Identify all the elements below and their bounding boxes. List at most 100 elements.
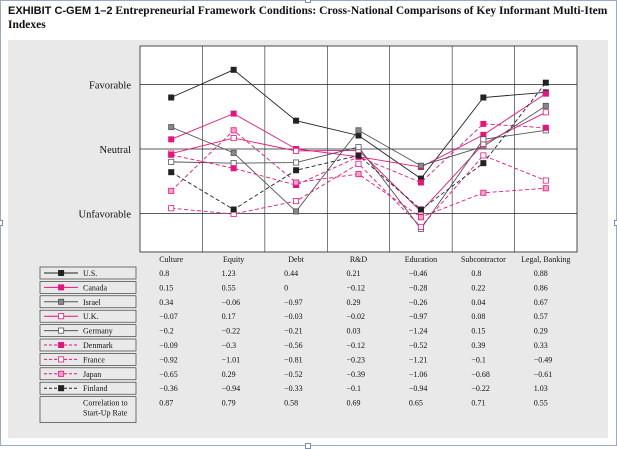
table-cell: 0.34	[159, 298, 173, 307]
table-cell: 0	[284, 283, 288, 292]
data-point	[293, 198, 300, 205]
table-cell: −0.52	[409, 341, 428, 350]
table-cell: −0.06	[222, 298, 241, 307]
correlation-label: Start-Up Rate	[83, 409, 128, 418]
legend-label: U.S.	[83, 269, 97, 278]
legend-label: Israel	[83, 298, 102, 307]
resize-handle-top[interactable]	[305, 0, 311, 3]
legend-box	[39, 266, 137, 280]
table-cell: −1.01	[222, 355, 241, 364]
legend-label: U.K.	[83, 312, 99, 321]
y-level-label: Neutral	[100, 145, 132, 156]
legend-box	[39, 353, 137, 366]
table-cell: −0.36	[159, 384, 178, 393]
table-cell: 0.8	[159, 269, 169, 278]
table-cell: 0.15	[159, 283, 173, 292]
legend-marker	[58, 327, 65, 334]
exhibit-title: EXHIBIT C-GEM 1–2 Entrepreneurial Framew…	[8, 4, 608, 32]
legend-box	[39, 396, 137, 423]
x-tick-label: Debt	[288, 255, 304, 264]
legend-label: Canada	[83, 283, 107, 292]
data-point	[293, 167, 300, 174]
legend-box	[39, 381, 137, 395]
table-cell: −0.02	[347, 312, 366, 321]
table-cell: −0.68	[471, 370, 490, 379]
table-cell: 0.8	[471, 269, 481, 278]
table-cell: −0.07	[159, 312, 178, 321]
data-point	[355, 171, 362, 178]
table-cell: −0.2	[159, 327, 174, 336]
data-point	[168, 94, 175, 101]
table-cell: −0.03	[284, 312, 303, 321]
correlation-cell: 0.87	[159, 399, 173, 408]
table-cell: −0.33	[284, 384, 303, 393]
table-cell: −1.24	[409, 327, 428, 336]
legend-marker	[58, 284, 65, 291]
data-point	[168, 158, 175, 165]
legend-marker	[58, 341, 65, 348]
resize-handle-right[interactable]	[614, 220, 617, 226]
data-point	[480, 94, 487, 101]
legend-label: Denmark	[83, 341, 113, 350]
data-point	[168, 205, 175, 212]
correlation-cell: 0.55	[534, 399, 548, 408]
table-cell: 0.86	[534, 283, 548, 292]
data-point	[293, 159, 300, 166]
x-tick-label: R&D	[350, 255, 368, 264]
legend-label: France	[83, 355, 105, 364]
table-cell: 1.23	[222, 269, 236, 278]
correlation-cell: 0.71	[471, 399, 485, 408]
table-cell: 0.57	[534, 312, 548, 321]
table-cell: −0.39	[347, 370, 366, 379]
table-cell: −0.3	[222, 341, 237, 350]
data-point	[542, 124, 549, 131]
legend-marker	[58, 370, 65, 377]
correlation-cell: 0.58	[284, 399, 298, 408]
correlation-cell: 0.65	[409, 399, 423, 408]
table-cell: −0.23	[347, 355, 366, 364]
data-point	[230, 135, 237, 142]
legend-marker	[58, 313, 65, 320]
table-cell: 0.55	[222, 283, 236, 292]
table-cell: −0.94	[409, 384, 428, 393]
table-cell: 1.03	[534, 384, 548, 393]
data-point	[230, 127, 237, 134]
table-cell: 0.29	[534, 327, 548, 336]
data-point	[168, 151, 175, 158]
data-point	[542, 79, 549, 86]
legend-box	[39, 324, 137, 337]
data-point	[355, 144, 362, 151]
data-point	[293, 179, 300, 186]
data-point	[480, 136, 487, 143]
data-point	[230, 206, 237, 213]
table-cell: −0.12	[347, 341, 366, 350]
table-cell: −0.65	[159, 370, 178, 379]
data-point	[168, 169, 175, 176]
data-point	[293, 147, 300, 154]
table-cell: −0.12	[347, 283, 366, 292]
table-cell: 0.29	[222, 370, 236, 379]
legend-label: Japan	[83, 370, 101, 379]
table-cell: 0.08	[471, 312, 485, 321]
table-cell: −0.22	[222, 327, 241, 336]
data-point	[480, 160, 487, 167]
data-point	[355, 132, 362, 139]
table-cell: −0.92	[159, 355, 178, 364]
data-point	[542, 102, 549, 109]
x-tick-label: Education	[405, 255, 437, 264]
data-point	[542, 109, 549, 116]
table-cell: −0.49	[534, 355, 553, 364]
data-point	[355, 160, 362, 167]
table-cell: −0.28	[409, 283, 428, 292]
data-point	[542, 185, 549, 192]
data-point	[542, 90, 549, 97]
legend-box	[39, 281, 137, 294]
table-cell: 0.15	[471, 327, 485, 336]
legend-label: Finland	[83, 384, 107, 393]
resize-handle-left[interactable]	[0, 220, 3, 226]
data-point	[293, 208, 300, 215]
data-point	[355, 127, 362, 134]
table-cell: −0.46	[409, 269, 428, 278]
legend-marker	[58, 269, 65, 276]
